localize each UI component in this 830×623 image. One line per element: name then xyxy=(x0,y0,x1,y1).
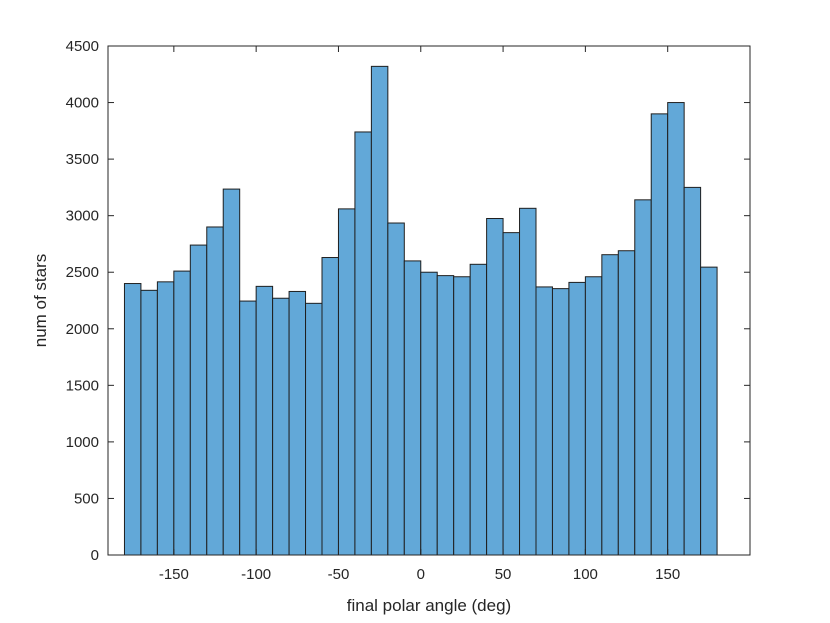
histogram-bar xyxy=(239,300,257,556)
x-tick-label: 150 xyxy=(655,566,680,583)
histogram-bar xyxy=(469,263,488,556)
histogram-bar xyxy=(551,288,570,556)
histogram-bar xyxy=(667,102,685,556)
x-axis-label: final polar angle (deg) xyxy=(347,596,511,615)
histogram-bar xyxy=(650,113,669,556)
histogram-bar xyxy=(156,281,175,556)
histogram-bar xyxy=(173,270,191,556)
histogram-bar xyxy=(206,226,224,556)
histogram-bar xyxy=(189,244,208,556)
y-tick-label: 3500 xyxy=(66,151,99,168)
x-tick-label: -50 xyxy=(328,566,350,583)
histogram-bar xyxy=(617,250,636,556)
y-tick-label: 1000 xyxy=(66,434,99,451)
x-axis-ticks: -150 -100 -50 0 50 100 150 xyxy=(159,46,680,583)
y-tick-label: 0 xyxy=(91,547,99,564)
histogram-bar xyxy=(387,222,405,556)
histogram-bar xyxy=(568,281,586,556)
histogram-bar xyxy=(305,302,323,556)
histogram-bar xyxy=(321,257,339,556)
histogram-bar xyxy=(272,297,290,556)
histogram-bar xyxy=(486,217,504,556)
x-tick-label: -100 xyxy=(241,566,271,583)
histogram-bar xyxy=(420,271,438,556)
histogram-bar xyxy=(683,186,702,556)
histogram-bar xyxy=(354,131,372,556)
y-tick-label: 3000 xyxy=(66,208,99,225)
histogram-bar xyxy=(288,290,307,556)
histogram-bar xyxy=(140,289,158,556)
histogram-bar xyxy=(403,260,422,556)
histogram-bar xyxy=(519,207,537,556)
histogram-bar xyxy=(502,232,521,556)
histogram-bar xyxy=(634,199,652,556)
y-tick-label: 4000 xyxy=(66,95,99,112)
y-axis-label: num of stars xyxy=(31,254,50,348)
histogram-bar xyxy=(337,208,356,556)
y-tick-label: 1500 xyxy=(66,377,99,394)
y-tick-label: 4500 xyxy=(66,38,99,55)
x-tick-label: -150 xyxy=(159,566,189,583)
y-tick-label: 2500 xyxy=(66,264,99,281)
y-tick-label: 500 xyxy=(74,490,99,507)
plot-frame xyxy=(107,45,751,556)
histogram-bar xyxy=(370,65,389,556)
histogram-bar xyxy=(255,285,274,556)
histogram-bar xyxy=(222,188,241,556)
histogram-bar xyxy=(123,283,142,556)
histogram-bar xyxy=(436,275,455,556)
x-tick-label: 50 xyxy=(495,566,512,583)
x-tick-label: 100 xyxy=(573,566,598,583)
x-tick-label: 0 xyxy=(417,566,425,583)
y-tick-label: 2000 xyxy=(66,321,99,338)
histogram-bar xyxy=(584,276,603,556)
histogram-bar xyxy=(601,254,619,556)
histogram-bar xyxy=(453,276,471,556)
histogram-bars xyxy=(123,65,718,556)
histogram-bar xyxy=(700,266,718,556)
y-axis-ticks: 0 500 1000 1500 2000 2500 3000 3500 4000 4500 xyxy=(66,38,750,564)
histogram-bar xyxy=(535,286,553,556)
